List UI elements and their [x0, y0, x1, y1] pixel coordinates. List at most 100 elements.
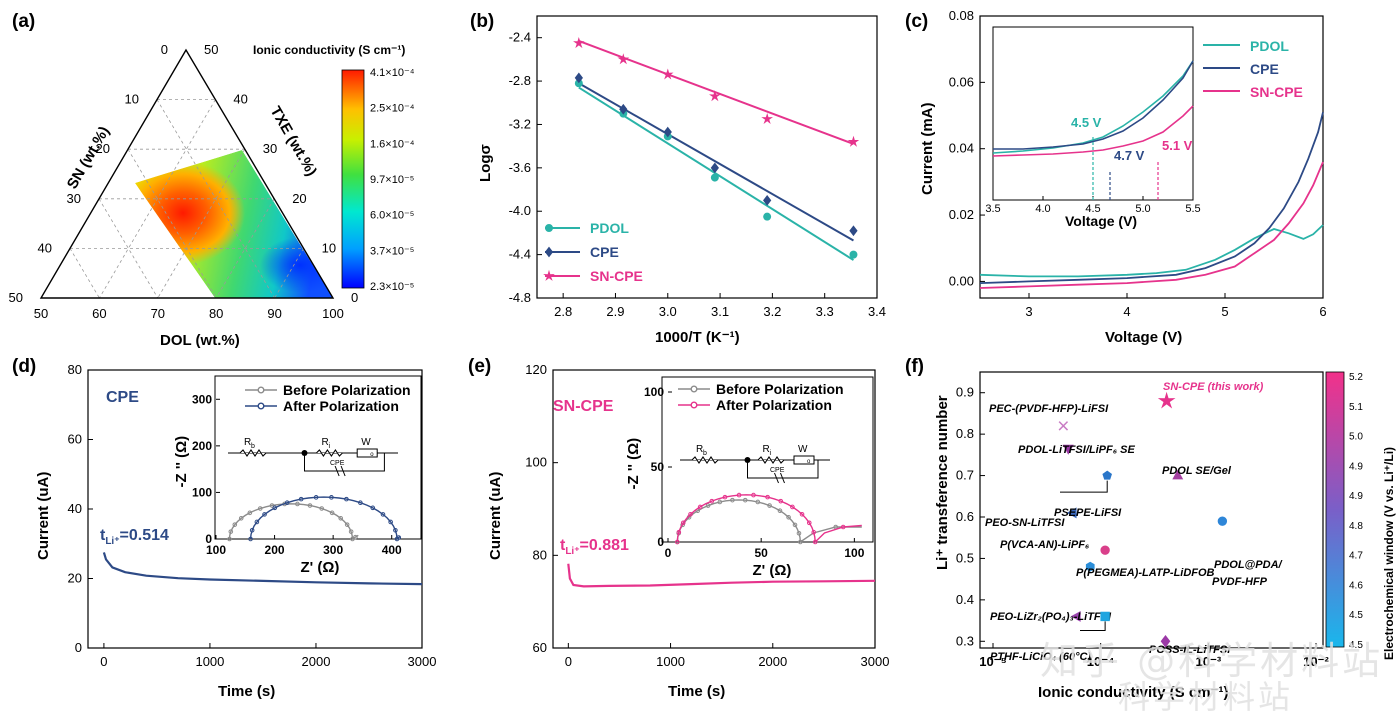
panel-f-comparison: (f) 10⁻⁵ 10⁻⁴ 10⁻³ 10⁻² 0.3 0.4 0.5 0.6 0.7 0.8 0.…: [905, 356, 1396, 701]
leader-line-peo-sn: [1060, 480, 1108, 493]
ternary-frame: [39, 48, 335, 299]
resistor-ri-symbol: R: [322, 437, 329, 448]
plot-d-ylabel: Current (uA): [35, 472, 52, 560]
ternary-right-tick: 20: [292, 191, 306, 206]
plot-c-ytick-label: 0.02: [949, 207, 974, 222]
plot-c-frame: [979, 15, 1324, 299]
plot-d-transference-annotation: tLi⁺=0.514: [100, 527, 169, 547]
legend-c-label: SN-CPE: [1250, 84, 1303, 100]
point-5: [1066, 507, 1077, 519]
colorbar-a-tick-label: 1.6×10⁻⁴: [370, 138, 415, 150]
plot-d-nyquist-point: [257, 506, 263, 511]
resistor-rb-symbol: R: [696, 444, 703, 455]
warburg-symbol: W: [798, 444, 808, 455]
plot-e-nyquist-point: [742, 497, 748, 503]
plot-d-nyquist-point: [344, 522, 350, 527]
plot-e-nyquist-point: [676, 529, 682, 535]
point-6: [1217, 516, 1228, 526]
colorbar-f: [1325, 371, 1345, 648]
plot-e-nyquist-point: [722, 494, 728, 500]
data-point-cpe: [763, 195, 772, 206]
cpe-plate-1: [774, 472, 779, 484]
resistor-rb-symbol: R: [244, 437, 251, 448]
plot-d-nyquist-point: [254, 519, 260, 525]
plot-c-inset: 3.5 4.0 4.5 5.0 5.5 4.5 V 4.7 V 5.1 V: [985, 60, 1201, 215]
resistor-rb: [691, 456, 719, 464]
plot-b-ytick-label: -2.4: [509, 30, 531, 45]
data-point-sn-cpe: [661, 68, 674, 80]
plot-d-inset-xtick-label: 200: [265, 543, 285, 557]
point-label: PEC-(PVDF-HFP)-LiFSI: [989, 403, 1109, 415]
plot-b-xtick-label: 3.2: [763, 304, 781, 319]
plot-f-data-points: SN-CPE (this work) PEC-(PVDF-HFP)-LiFSI PD…: [985, 381, 1284, 663]
plot-b-data-points: [573, 36, 860, 259]
plot-d-inset-ytick-label: 100: [192, 485, 212, 499]
plot-e-nyquist-after: [676, 494, 862, 544]
plot-d-current-line: [102, 552, 423, 586]
ternary-grid-line: [69, 248, 100, 299]
ternary-bottom-tick: 70: [151, 306, 165, 321]
inset-c-line-pink: [992, 105, 1194, 157]
plot-e-nyquist-point: [736, 492, 742, 498]
colorbar-a-title: Ionic conductivity (S cm⁻¹): [253, 43, 405, 57]
plot-e-xlabel: Time (s): [668, 683, 725, 700]
plot-e-inset-xtick-label: 100: [844, 546, 864, 560]
plot-f-ytick-label: 0.8: [956, 426, 974, 441]
data-point-pdol: [763, 212, 772, 221]
data-point-pdol: [849, 250, 858, 259]
plot-d-nyquist-point: [338, 516, 344, 521]
colorbar-a-tick-label: 2.3×10⁻⁵: [370, 281, 414, 293]
plot-e-inset-legend-marker: [690, 401, 698, 409]
ternary-grid-line: [215, 198, 275, 299]
plot-e-inset-legend-label: Before Polarization: [716, 381, 844, 397]
data-point-sn-cpe: [709, 90, 721, 102]
point-label: PSEPE-LiFSI: [1054, 507, 1122, 519]
point-11: [1160, 635, 1171, 648]
circuit-parallel-branch: [304, 453, 385, 472]
plot-d-xtick-label: 2000: [302, 654, 331, 669]
cpe-plate-2: [780, 472, 785, 484]
warburg-symbol: W: [361, 437, 371, 448]
plot-d-inset-legend-marker: [257, 386, 265, 394]
plot-c-ytick-label: 0.06: [949, 74, 974, 89]
plot-e-nyquist-point: [705, 503, 711, 508]
plot-e-nyquist-point: [751, 492, 756, 498]
plot-d-nyquist-point: [228, 529, 234, 534]
point-label: P(VCA-AN)-LiPF₆: [1000, 539, 1090, 551]
colorbar-a: [341, 69, 365, 289]
point-3: [1102, 470, 1112, 480]
plot-f-ytick-label: 0.7: [956, 468, 974, 483]
legend-c-label: CPE: [1250, 61, 1279, 77]
ternary-bottom-tick: 90: [267, 306, 281, 321]
inset-c-line-teal: [992, 60, 1194, 154]
plot-e-inset: 0 50 100 0 50 100 Z' (Ω) -Z '' (Ω) Before Polari…: [625, 381, 865, 579]
plot-e-inset-legend-marker: [690, 385, 698, 393]
plot-f-frame: [979, 371, 1324, 649]
plot-e-nyquist-point: [778, 498, 784, 504]
plot-f-ticks: 10⁻⁵ 10⁻⁴ 10⁻³ 10⁻² 0.3 0.4 0.5 0.6 0.7 0.8 0.9: [956, 385, 1330, 669]
resistor-ri: [757, 456, 785, 464]
cpe-label: CPE: [770, 467, 785, 474]
plot-e-xtick-label: 2000: [758, 654, 787, 669]
plot-e-nyquist-point: [792, 522, 798, 528]
inset-c-marker-label: 5.1 V: [1162, 138, 1193, 153]
plot-e-nyquist-point: [765, 494, 770, 500]
plot-c-xtick-label: 4: [1123, 304, 1130, 319]
plot-d-nyquist-point: [298, 496, 304, 502]
plot-f-xtick-label: 10⁻³: [1196, 654, 1222, 669]
plot-e-ylabel: Current (uA): [487, 472, 504, 560]
colorbar-f-tick-label: 5.1: [1349, 402, 1363, 413]
plot-c-inset-frame: [992, 26, 1194, 201]
plot-d-nyquist-point: [313, 495, 319, 500]
plot-b-xtick-label: 3.3: [816, 304, 834, 319]
legend-b-label: PDOL: [590, 220, 629, 236]
colorbar-f-tick-label: 4.5: [1349, 610, 1363, 621]
plot-d-nyquist-point: [329, 510, 335, 516]
plot-d-nyquist-point: [344, 496, 349, 502]
plot-d-xtick-label: 1000: [195, 654, 224, 669]
resistor-rb: [239, 449, 267, 457]
